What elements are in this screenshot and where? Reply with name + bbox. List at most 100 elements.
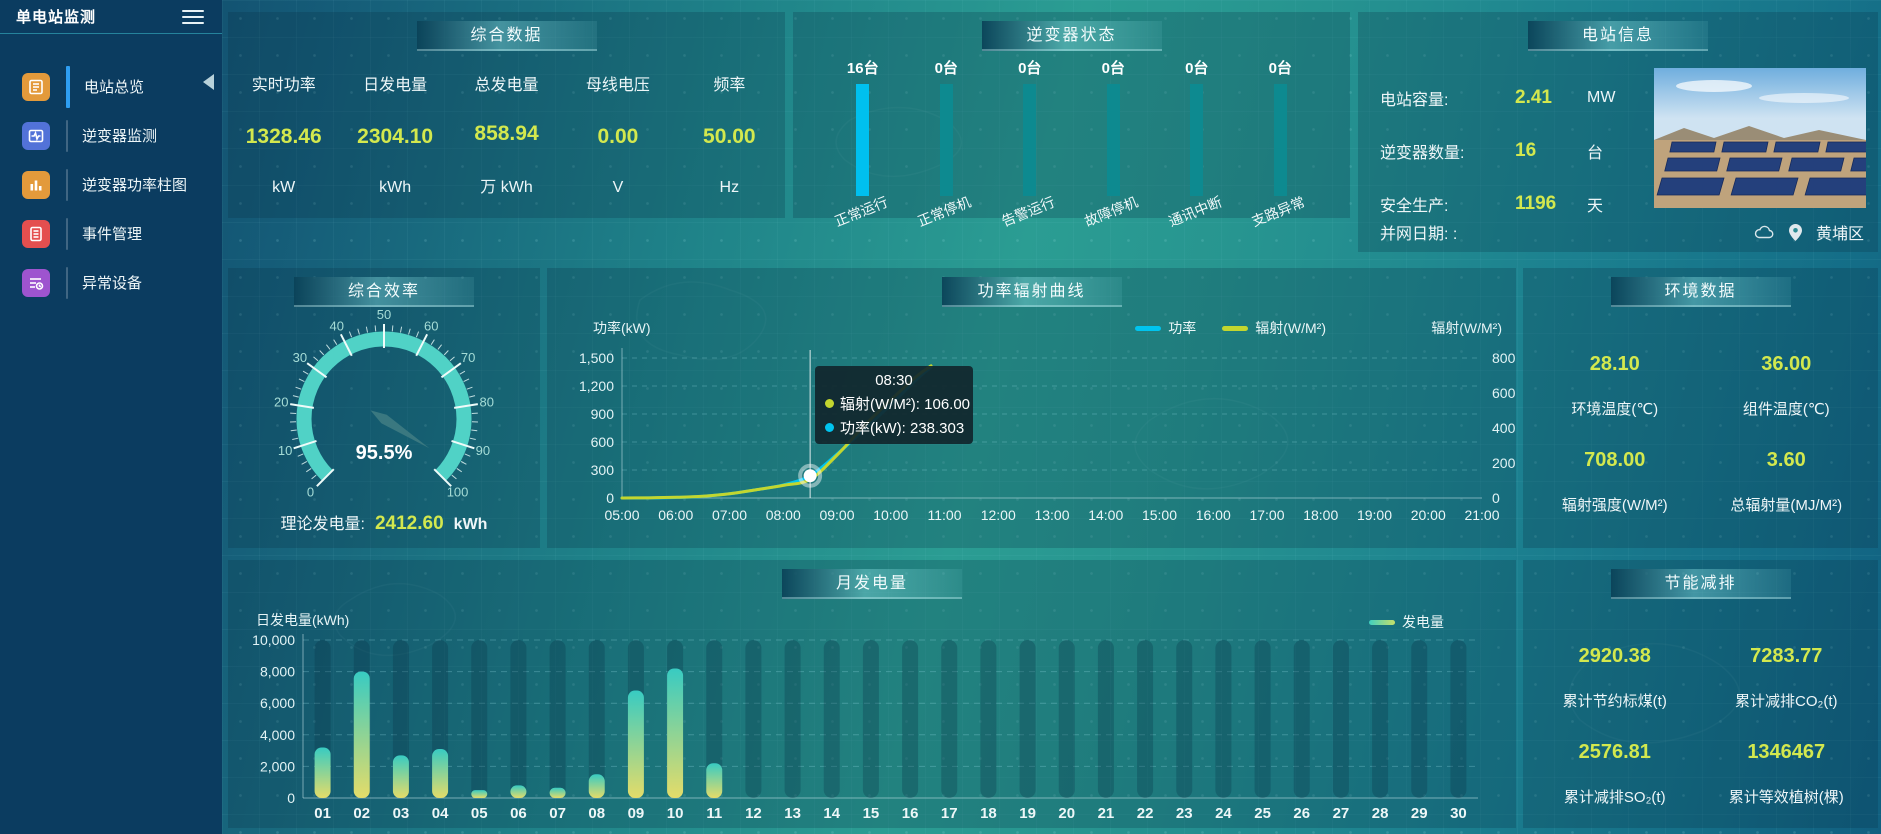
inverter-monitor-icon — [22, 121, 50, 150]
svg-text:09: 09 — [628, 805, 645, 822]
svg-text:14: 14 — [823, 805, 840, 822]
svg-text:29: 29 — [1411, 805, 1428, 822]
svg-text:10: 10 — [667, 805, 684, 822]
metric-label: 总发电量 — [474, 77, 539, 94]
svg-text:90: 90 — [476, 443, 490, 458]
metric-unit: kWh — [379, 179, 412, 196]
legend-power[interactable]: 功率 — [1135, 318, 1196, 338]
svg-text:15: 15 — [863, 805, 880, 822]
svg-text:15:00: 15:00 — [1142, 507, 1177, 523]
item-separator — [66, 119, 68, 152]
metric-value: 858.94 — [474, 122, 539, 145]
sidebar-item-label: 逆变器监测 — [82, 128, 158, 145]
power-dot — [825, 423, 834, 432]
station-row-value: 2.41 — [1515, 86, 1552, 108]
svg-text:10:00: 10:00 — [873, 507, 908, 523]
sidebar-item-station-overview[interactable]: 电站总览 — [0, 62, 222, 111]
tooltip-time: 08:30 — [875, 372, 913, 389]
station-row-value: 16 — [1515, 139, 1537, 161]
metric-value: 0.00 — [597, 125, 639, 148]
grid-date-row: 并网日期: : — [1380, 226, 1458, 243]
inverter-bar — [1023, 84, 1037, 196]
inverter-bar — [856, 84, 870, 196]
legend-radiation[interactable]: 辐射(W/M²) — [1222, 318, 1326, 338]
svg-text:04: 04 — [432, 805, 449, 822]
sidebar-item-abnormal-devices[interactable]: 异常设备 — [0, 258, 222, 307]
station-row-unit: MW — [1587, 88, 1616, 106]
monthly-generation-chart[interactable]: 0 2,000 4,000 6,000 8,000 10,000 01 02 03 04 05 06 0… — [228, 560, 1516, 828]
sidebar-item-label: 异常设备 — [82, 275, 143, 292]
svg-text:95.5%: 95.5% — [356, 442, 413, 464]
svg-text:4,000: 4,000 — [260, 727, 295, 743]
inverter-count: 0台 — [934, 60, 958, 77]
inverter-col-故障停机: 0台 故障停机 — [1072, 57, 1156, 229]
metric-总发电量: 总发电量 858.94 万 kWh — [451, 55, 562, 215]
stat-label: 累计等效植树(棵) — [1728, 789, 1844, 806]
panel-title-overview: 综合数据 — [416, 21, 597, 51]
panel-environment: 环境数据 28.10 环境温度(℃) 36.00 组件温度(℃) 708.00 辐射强度(… — [1523, 268, 1878, 548]
svg-text:0: 0 — [287, 790, 295, 806]
tooltip-radiation-row: 辐射(W/M²): 106.00 — [825, 393, 970, 414]
abnormal-device-icon — [22, 268, 50, 297]
inverter-category-label: 正常停机 — [915, 193, 974, 230]
stat-value: 3.60 — [1766, 449, 1806, 471]
stat-value: 28.10 — [1589, 353, 1640, 375]
station-photo — [1654, 68, 1866, 208]
stat-value: 2576.81 — [1578, 741, 1651, 763]
radiation-dot — [825, 399, 834, 408]
svg-text:70: 70 — [461, 350, 475, 365]
inverter-status-chart[interactable]: 16台 正常运行 0台 正常停机 0台 告警运行 0台 故障停机 0台 通讯中断 0台 支路异常 — [793, 51, 1350, 229]
sidebar-item-inverter-power-bars[interactable]: 逆变器功率柱图 — [0, 160, 222, 209]
station-row-unit: 台 — [1587, 144, 1604, 162]
svg-text:12: 12 — [745, 805, 762, 822]
svg-text:13: 13 — [784, 805, 801, 822]
svg-text:17:00: 17:00 — [1249, 507, 1284, 523]
inverter-category-label: 支路异常 — [1249, 193, 1308, 230]
theoretical-generation: 理论发电量: 2412.60 kWh — [280, 513, 488, 534]
inverter-col-正常运行: 16台 正常运行 — [821, 57, 905, 229]
hamburger-menu-icon[interactable] — [182, 6, 204, 28]
panel-saving: 节能减排 2920.38 累计节约标煤(t) 7283.77 累计减排CO₂(t) 25… — [1523, 560, 1878, 828]
efficiency-gauge[interactable]: 0 10 20 30 40 50 60 70 80 90 100 95.5% — [228, 307, 540, 503]
svg-text:26: 26 — [1293, 805, 1310, 822]
svg-text:10,000: 10,000 — [252, 632, 295, 648]
svg-text:600: 600 — [1492, 385, 1516, 401]
legend-generation[interactable]: 发电量 — [1369, 612, 1444, 632]
svg-text:12:00: 12:00 — [981, 507, 1016, 523]
svg-text:0: 0 — [307, 485, 314, 500]
panel-title-efficiency: 综合效率 — [294, 277, 474, 307]
sidebar-item-inverter-monitor[interactable]: 逆变器监测 — [0, 111, 222, 160]
stat-value: 708.00 — [1584, 449, 1646, 471]
power-radiation-chart[interactable]: 0 300 600 900 1,200 1,500 0 200 400 600 800 05:00 06… — [547, 268, 1516, 548]
stat-累计等效植树(棵): 1346467 累计等效植树(棵) — [1701, 741, 1873, 807]
sidebar-item-event-management[interactable]: 事件管理 — [0, 209, 222, 258]
sidebar-item-label: 事件管理 — [82, 226, 143, 243]
panel-station-info: 电站信息 电站容量: 2.41 MW 逆变器数量: 16 台安全生产: 1196 天 并网日期… — [1358, 12, 1878, 252]
monthly-legend: 发电量 — [1369, 612, 1444, 632]
svg-text:14:00: 14:00 — [1088, 507, 1123, 523]
svg-text:0: 0 — [606, 490, 614, 506]
stat-label: 组件温度(℃) — [1742, 401, 1830, 418]
bar-chart-icon — [22, 170, 50, 199]
sidebar-collapse-arrow[interactable] — [203, 74, 214, 90]
station-info-rows: 电站容量: 2.41 MW 逆变器数量: 16 台安全生产: 1196 天 — [1358, 51, 1658, 230]
svg-text:50: 50 — [377, 307, 391, 322]
panel-title-station-info: 电站信息 — [1528, 21, 1708, 51]
metric-频率: 频率 50.00 Hz — [674, 55, 785, 215]
svg-text:30: 30 — [1450, 805, 1467, 822]
stat-value: 1346467 — [1747, 741, 1826, 763]
sidebar-item-label: 电站总览 — [84, 79, 145, 96]
svg-text:600: 600 — [591, 434, 615, 450]
right-axis-title: 辐射(W/M²) — [1431, 320, 1502, 336]
inverter-count: 16台 — [846, 60, 879, 77]
panel-overview: 综合数据 实时功率 1328.46 kW 日发电量 2304.10 kWh 总发电量 858.… — [228, 12, 785, 218]
panel-inverter-status: 逆变器状态 16台 正常运行 0台 正常停机 0台 告警运行 0台 故障停机 0台 通讯中断 0台支… — [793, 12, 1350, 229]
inverter-bar — [939, 84, 953, 196]
metric-label: 日发电量 — [363, 77, 428, 94]
svg-text:20:00: 20:00 — [1411, 507, 1446, 523]
svg-text:900: 900 — [591, 406, 615, 422]
stat-label: 环境温度(℃) — [1571, 401, 1659, 418]
monthly-y-axis-title: 日发电量(kWh) — [256, 612, 350, 628]
svg-text:6,000: 6,000 — [260, 695, 295, 711]
svg-text:08:00: 08:00 — [766, 507, 801, 523]
